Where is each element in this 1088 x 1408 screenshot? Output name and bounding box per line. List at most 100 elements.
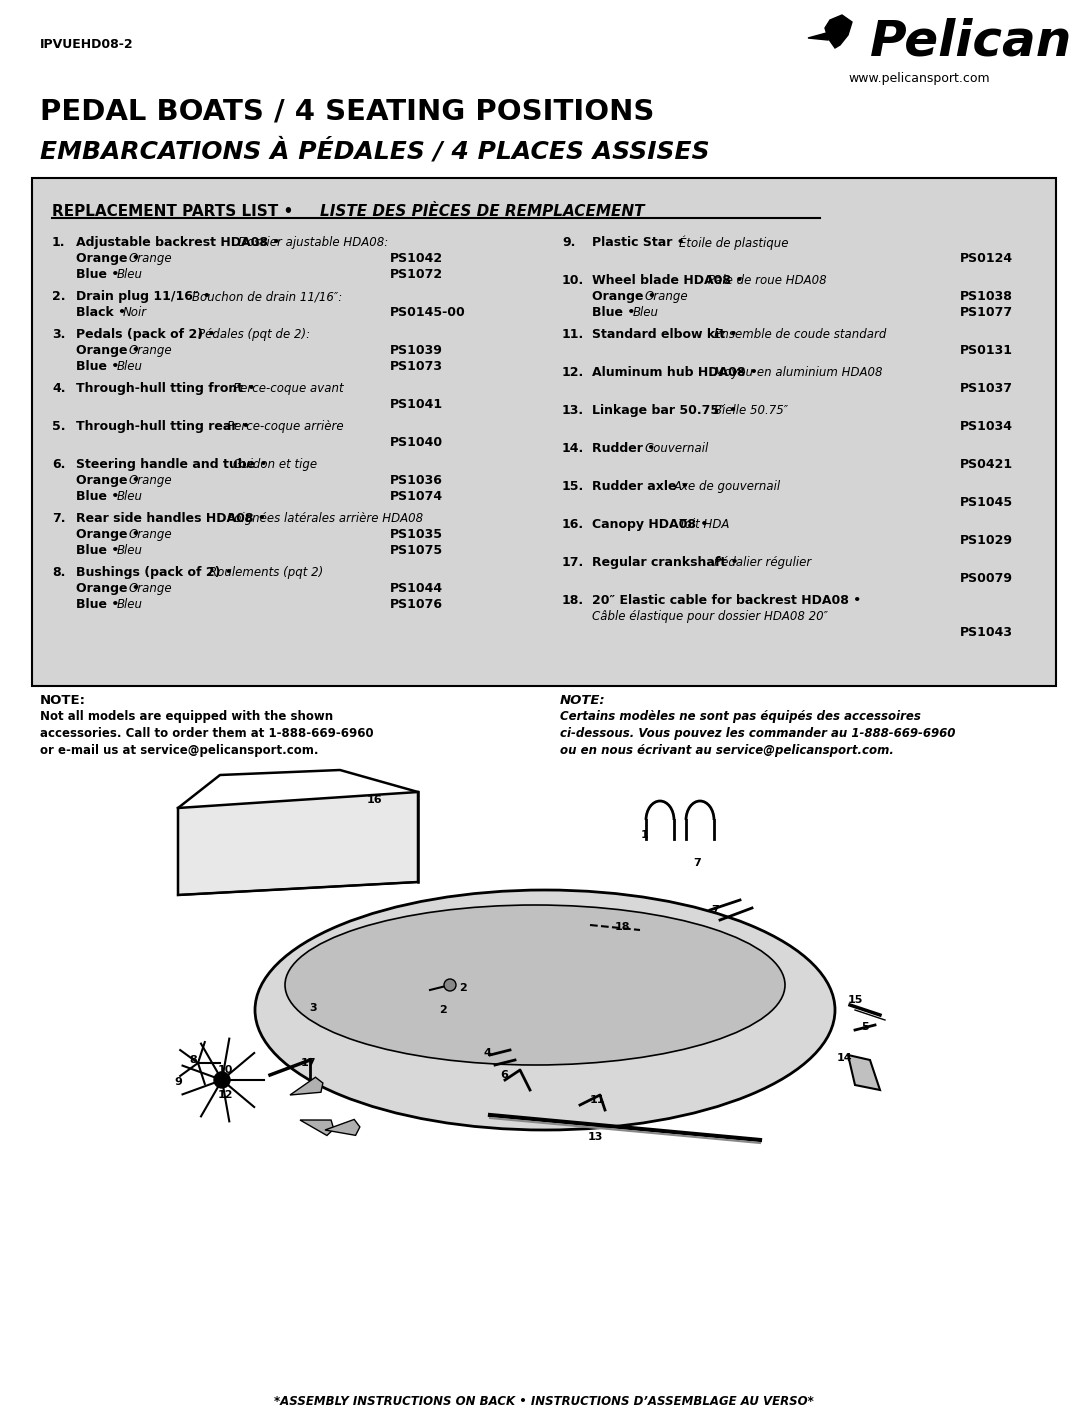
Text: PS1042: PS1042 bbox=[390, 252, 443, 265]
Text: 12: 12 bbox=[218, 1090, 233, 1100]
Text: 12.: 12. bbox=[562, 366, 584, 379]
Text: 5.: 5. bbox=[52, 420, 65, 434]
Polygon shape bbox=[290, 1077, 323, 1095]
Text: Pédales (pqt de 2):: Pédales (pqt de 2): bbox=[198, 328, 310, 341]
Text: 11.: 11. bbox=[562, 328, 584, 341]
Text: 18: 18 bbox=[615, 922, 630, 932]
Text: 10: 10 bbox=[218, 1064, 233, 1074]
Text: 7: 7 bbox=[712, 905, 719, 915]
Text: Orange: Orange bbox=[128, 474, 172, 487]
Text: Roulements (pqt 2): Roulements (pqt 2) bbox=[209, 566, 323, 579]
Text: 16.: 16. bbox=[562, 518, 584, 531]
Text: Blue •: Blue • bbox=[76, 598, 124, 611]
Text: Bleu: Bleu bbox=[116, 268, 143, 282]
Text: Plastic Star •: Plastic Star • bbox=[592, 237, 689, 249]
Text: Steering handle and tube •: Steering handle and tube • bbox=[76, 458, 272, 472]
Text: 2: 2 bbox=[459, 983, 467, 993]
Text: Through-hull tting rear •: Through-hull tting rear • bbox=[76, 420, 255, 434]
Text: Bleu: Bleu bbox=[116, 490, 143, 503]
Text: Perce-coque avant: Perce-coque avant bbox=[233, 382, 343, 396]
Text: Câble élastique pour dossier HDA08 20″: Câble élastique pour dossier HDA08 20″ bbox=[592, 610, 828, 622]
Text: 8: 8 bbox=[189, 1055, 197, 1064]
Text: Orange: Orange bbox=[644, 290, 688, 303]
Text: 1: 1 bbox=[641, 829, 648, 841]
Text: 6.: 6. bbox=[52, 458, 65, 472]
Text: Drain plug 11/16″ •: Drain plug 11/16″ • bbox=[76, 290, 215, 303]
Text: 13.: 13. bbox=[562, 404, 584, 417]
Text: Blue •: Blue • bbox=[76, 490, 124, 503]
Text: 7: 7 bbox=[693, 857, 701, 867]
Text: PS0145-00: PS0145-00 bbox=[390, 306, 466, 320]
Text: 2.: 2. bbox=[52, 290, 65, 303]
Text: Orange: Orange bbox=[128, 344, 172, 358]
Text: Bushings (pack of 2) •: Bushings (pack of 2) • bbox=[76, 566, 237, 579]
Text: PS1037: PS1037 bbox=[960, 382, 1013, 396]
Ellipse shape bbox=[285, 905, 786, 1064]
Text: PS1040: PS1040 bbox=[390, 436, 443, 449]
Text: Orange •: Orange • bbox=[76, 252, 144, 265]
Text: Regular crankshaft •: Regular crankshaft • bbox=[592, 556, 743, 569]
Text: PS1076: PS1076 bbox=[390, 598, 443, 611]
Text: Blue •: Blue • bbox=[76, 360, 124, 373]
Text: PS1035: PS1035 bbox=[390, 528, 443, 541]
Text: LISTE DES PIÈCES DE REMPLACEMENT: LISTE DES PIÈCES DE REMPLACEMENT bbox=[320, 204, 644, 220]
Text: Orange •: Orange • bbox=[76, 344, 144, 358]
Text: Certains modèles ne sont pas équipés des accessoires
ci-dessous. Vous pouvez les: Certains modèles ne sont pas équipés des… bbox=[560, 710, 955, 758]
Text: Dossier ajustable HDA08:: Dossier ajustable HDA08: bbox=[238, 237, 388, 249]
Text: 14.: 14. bbox=[562, 442, 584, 455]
Text: Pedals (pack of 2) •: Pedals (pack of 2) • bbox=[76, 328, 220, 341]
Text: Adjustable backrest HDA08 •: Adjustable backrest HDA08 • bbox=[76, 237, 285, 249]
Text: Noir: Noir bbox=[122, 306, 147, 320]
Text: Rear side handles HDA08 •: Rear side handles HDA08 • bbox=[76, 513, 270, 525]
Text: REPLACEMENT PARTS LIST •: REPLACEMENT PARTS LIST • bbox=[52, 204, 298, 220]
Text: 20″ Elastic cable for backrest HDA08 •: 20″ Elastic cable for backrest HDA08 • bbox=[592, 594, 861, 607]
Text: Bouchon de drain 11/16″:: Bouchon de drain 11/16″: bbox=[191, 290, 343, 303]
Text: PS1036: PS1036 bbox=[390, 474, 443, 487]
Text: EMBARCATIONS À PÉDALES / 4 PLACES ASSISES: EMBARCATIONS À PÉDALES / 4 PLACES ASSISE… bbox=[40, 138, 709, 163]
Text: Blue •: Blue • bbox=[76, 268, 124, 282]
Text: PS1034: PS1034 bbox=[960, 420, 1013, 434]
Text: Orange: Orange bbox=[128, 252, 172, 265]
Text: Bleu: Bleu bbox=[116, 598, 143, 611]
Text: PS0421: PS0421 bbox=[960, 458, 1013, 472]
Text: 11: 11 bbox=[590, 1095, 605, 1105]
Text: Pelican: Pelican bbox=[870, 18, 1073, 66]
Text: Bleu: Bleu bbox=[632, 306, 658, 320]
Text: Gouvernail: Gouvernail bbox=[644, 442, 708, 455]
Text: 3: 3 bbox=[309, 1002, 317, 1012]
Text: 14: 14 bbox=[837, 1053, 853, 1063]
Text: 13: 13 bbox=[588, 1132, 603, 1142]
Text: PS1074: PS1074 bbox=[390, 490, 443, 503]
Text: 4: 4 bbox=[483, 1048, 491, 1057]
Text: *ASSEMBLY INSTRUCTIONS ON BACK • INSTRUCTIONS D’ASSEMBLAGE AU VERSO*: *ASSEMBLY INSTRUCTIONS ON BACK • INSTRUC… bbox=[274, 1395, 814, 1408]
Text: Étoile de plastique: Étoile de plastique bbox=[679, 237, 789, 251]
Text: Orange •: Orange • bbox=[76, 474, 144, 487]
Text: PS0124: PS0124 bbox=[960, 252, 1013, 265]
Text: PS1038: PS1038 bbox=[960, 290, 1013, 303]
Text: 5: 5 bbox=[862, 1022, 869, 1032]
Text: Poignées latérales arrière HDA08: Poignées latérales arrière HDA08 bbox=[226, 513, 423, 525]
Text: 9: 9 bbox=[174, 1077, 182, 1087]
Text: Through-hull tting front •: Through-hull tting front • bbox=[76, 382, 260, 396]
Text: 17: 17 bbox=[300, 1057, 316, 1069]
Bar bbox=[32, 177, 1056, 686]
Text: 18.: 18. bbox=[562, 594, 584, 607]
Circle shape bbox=[214, 1071, 230, 1088]
Polygon shape bbox=[848, 1055, 880, 1090]
Circle shape bbox=[444, 979, 456, 991]
Polygon shape bbox=[825, 15, 852, 48]
Text: Bleu: Bleu bbox=[116, 543, 143, 558]
Text: Not all models are equipped with the shown
accessories. Call to order them at 1-: Not all models are equipped with the sho… bbox=[40, 710, 373, 758]
Text: NOTE:: NOTE: bbox=[40, 694, 86, 707]
Text: Blue •: Blue • bbox=[76, 543, 124, 558]
Text: Black •: Black • bbox=[76, 306, 131, 320]
Text: Blue •: Blue • bbox=[592, 306, 640, 320]
Text: Axe de gouvernail: Axe de gouvernail bbox=[673, 480, 780, 493]
Text: Perce-coque arrière: Perce-coque arrière bbox=[226, 420, 344, 434]
Text: PS1045: PS1045 bbox=[960, 496, 1013, 510]
Text: 16: 16 bbox=[367, 796, 383, 805]
Text: Orange: Orange bbox=[128, 582, 172, 596]
Text: 4.: 4. bbox=[52, 382, 65, 396]
Text: 8.: 8. bbox=[52, 566, 65, 579]
Text: Aluminum hub HDA08 •: Aluminum hub HDA08 • bbox=[592, 366, 762, 379]
